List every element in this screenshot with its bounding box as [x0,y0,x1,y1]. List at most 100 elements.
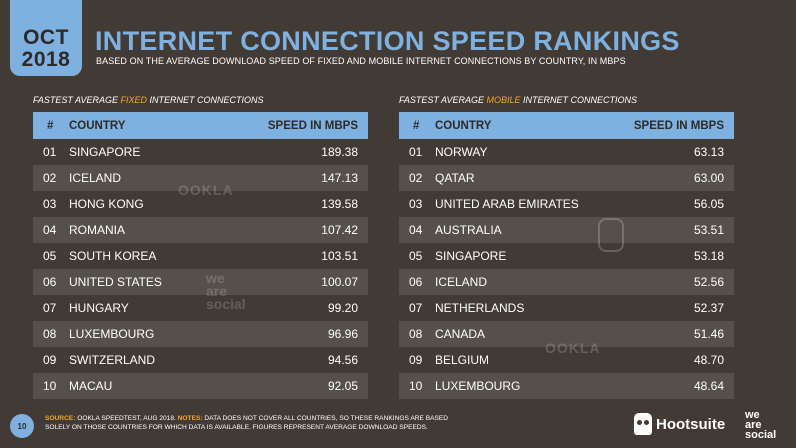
country-cell: ROMANIA [69,223,126,237]
rank-cell: 01 [43,145,57,159]
speed-cell: 100.07 [321,275,358,289]
country-cell: CANADA [435,327,486,341]
mobile-section-label: FASTEST AVERAGE MOBILE INTERNET CONNECTI… [399,95,638,105]
country-cell: AUSTRALIA [435,223,502,237]
country-cell: NETHERLANDS [435,301,525,315]
country-cell: UNITED ARAB EMIRATES [435,197,579,211]
date-year: 2018 [21,48,71,71]
column-header-speed: SPEED IN MBPS [267,119,358,132]
speed-cell: 48.70 [693,353,724,367]
speed-cell: 96.96 [327,327,358,341]
rank-cell: 08 [409,327,423,341]
date-month: OCT [23,26,69,49]
column-header-speed: SPEED IN MBPS [633,119,724,132]
column-header-num: # [413,119,420,132]
fixed-highlight: FIXED [120,95,148,105]
rank-cell: 09 [43,353,57,367]
country-cell: SINGAPORE [69,145,141,159]
country-cell: MACAU [69,379,113,393]
table-header: # COUNTRY SPEED IN MBPS [33,112,368,139]
speed-cell: 48.64 [693,379,724,393]
date-badge: OCT 2018 [10,0,82,76]
table-row: 05 SOUTH KOREA 103.51 [33,243,368,269]
rank-cell: 06 [409,275,423,289]
column-header-country: COUNTRY [435,119,492,132]
column-header-num: # [47,119,54,132]
fixed-speed-table: # COUNTRY SPEED IN MBPS 01 SINGAPORE 189.3… [33,112,368,399]
country-cell: BELGIUM [435,353,490,367]
table-row: 07 NETHERLANDS 52.37 [399,295,734,321]
table-row: 02 QATAR 63.00 [399,165,734,191]
hootsuite-logo: Hootsuite [634,413,725,435]
page-title: INTERNET CONNECTION SPEED RANKINGS [95,26,680,56]
page-number: 10 [10,414,34,438]
ookla-watermark: OOKLA [178,182,234,198]
mobile-highlight: MOBILE [486,95,521,105]
country-cell: LUXEMBOURG [69,327,155,341]
owl-watermark-icon [598,218,624,252]
table-row: 04 ROMANIA 107.42 [33,217,368,243]
rank-cell: 09 [409,353,423,367]
speed-cell: 94.56 [327,353,358,367]
table-row: 01 SINGAPORE 189.38 [33,139,368,165]
country-cell: HUNGARY [69,301,129,315]
speed-cell: 139.58 [321,197,358,211]
rank-cell: 07 [409,301,423,315]
country-cell: SOUTH KOREA [69,249,157,263]
table-row: 10 MACAU 92.05 [33,373,368,399]
table-row: 10 LUXEMBOURG 48.64 [399,373,734,399]
country-cell: HONG KONG [69,197,144,211]
table-row: 08 CANADA 51.46 [399,321,734,347]
country-cell: SINGAPORE [435,249,507,263]
speed-cell: 56.05 [693,197,724,211]
footnote: SOURCE: OOKLA SPEEDTEST, AUG 2018. NOTES… [45,415,449,431]
country-cell: ICELAND [69,171,122,185]
column-header-country: COUNTRY [69,119,126,132]
rank-cell: 02 [43,171,57,185]
speed-cell: 63.13 [693,145,724,159]
country-cell: NORWAY [435,145,488,159]
table-row: 06 UNITED STATES 100.07 [33,269,368,295]
we-are-social-watermark: we are social [206,270,246,312]
table-header: # COUNTRY SPEED IN MBPS [399,112,734,139]
speed-cell: 53.51 [693,223,724,237]
speed-cell: 52.37 [693,301,724,315]
rank-cell: 06 [43,275,57,289]
table-row: 03 UNITED ARAB EMIRATES 56.05 [399,191,734,217]
speed-cell: 51.46 [693,327,724,341]
rank-cell: 10 [409,379,423,393]
rank-cell: 08 [43,327,57,341]
speed-cell: 103.51 [321,249,358,263]
speed-cell: 147.13 [321,171,358,185]
rank-cell: 05 [409,249,423,263]
page-subtitle: BASED ON THE AVERAGE DOWNLOAD SPEED OF F… [96,56,626,66]
speed-cell: 107.42 [321,223,358,237]
table-row: 08 LUXEMBOURG 96.96 [33,321,368,347]
rank-cell: 01 [409,145,423,159]
speed-cell: 92.05 [327,379,358,393]
rank-cell: 07 [43,301,57,315]
table-row: 07 HUNGARY 99.20 [33,295,368,321]
speed-cell: 189.38 [321,145,358,159]
table-row: 06 ICELAND 52.56 [399,269,734,295]
ookla-watermark: OOKLA [545,340,601,356]
mobile-speed-table: # COUNTRY SPEED IN MBPS 01 NORWAY 63.13 02 Q… [399,112,734,399]
table-row: 05 SINGAPORE 53.18 [399,243,734,269]
rank-cell: 05 [43,249,57,263]
speed-cell: 63.00 [693,171,724,185]
rank-cell: 03 [409,197,423,211]
table-row: 02 ICELAND 147.13 [33,165,368,191]
rank-cell: 04 [43,223,57,237]
country-cell: UNITED STATES [69,275,162,289]
speed-cell: 53.18 [693,249,724,263]
speed-cell: 52.56 [693,275,724,289]
rank-cell: 02 [409,171,423,185]
country-cell: QATAR [435,171,475,185]
fixed-section-label: FASTEST AVERAGE FIXED INTERNET CONNECTIO… [33,95,264,105]
we-are-social-logo: we are social [745,409,777,441]
country-cell: LUXEMBOURG [435,379,521,393]
speed-cell: 99.20 [327,301,358,315]
owl-icon [634,413,652,435]
rank-cell: 03 [43,197,57,211]
rank-cell: 04 [409,223,423,237]
